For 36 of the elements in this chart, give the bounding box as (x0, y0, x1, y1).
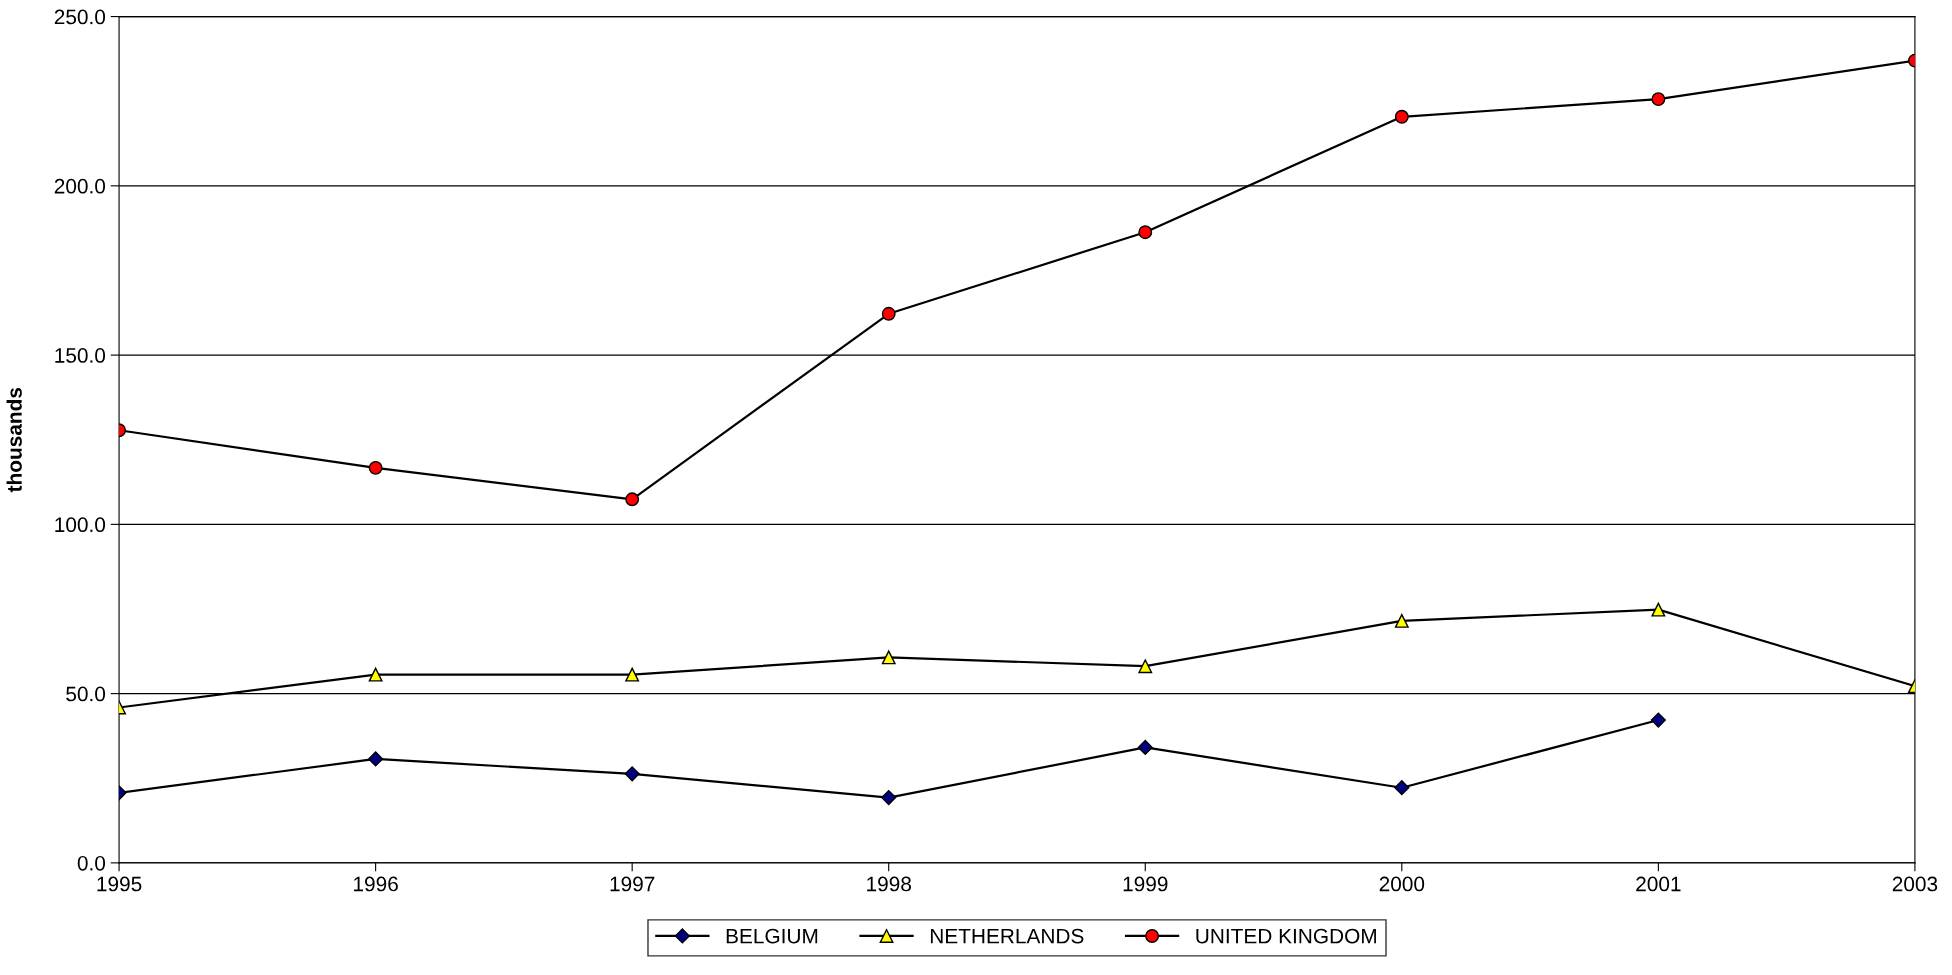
point (1138, 225, 1153, 240)
x-tick-label: 1997 (610, 876, 655, 892)
y-tick-label: 50.0 (66, 686, 106, 702)
y-tick-label: 100.0 (55, 517, 106, 533)
x-tick-label: 2001 (1636, 876, 1681, 892)
point (1394, 613, 1409, 628)
y-tick-label: 250.0 (54, 9, 106, 25)
point (1137, 739, 1153, 756)
legend-label: BELGIUM (726, 928, 818, 944)
point (1651, 602, 1666, 617)
x-tick-label: 2003 (1892, 876, 1938, 892)
y-axis-title: thousands (6, 387, 22, 493)
point (1651, 92, 1666, 107)
point (1650, 712, 1666, 728)
point (1394, 780, 1410, 796)
point (368, 667, 383, 682)
point (625, 667, 640, 682)
y-tick-label: 150.0 (55, 348, 106, 363)
point (881, 306, 896, 321)
point (368, 460, 383, 475)
point (881, 650, 896, 665)
point (1138, 659, 1153, 674)
y-tick-label: 200.0 (54, 178, 106, 194)
x-tick-label: 2000 (1379, 876, 1425, 892)
point (624, 766, 640, 782)
point (368, 751, 384, 767)
legend-label: NETHERLANDS (930, 928, 1084, 944)
legend-label: UNITED KINGDOM (1196, 928, 1376, 944)
x-tick-label: 1995 (97, 876, 142, 892)
x-tick-label: 1999 (1123, 876, 1168, 892)
x-tick-label: 1998 (867, 876, 911, 892)
point (1394, 109, 1409, 124)
x-tick-label: 1996 (354, 876, 398, 892)
point (881, 789, 897, 806)
point (625, 492, 640, 507)
y-tick-label: 0.0 (77, 855, 106, 871)
